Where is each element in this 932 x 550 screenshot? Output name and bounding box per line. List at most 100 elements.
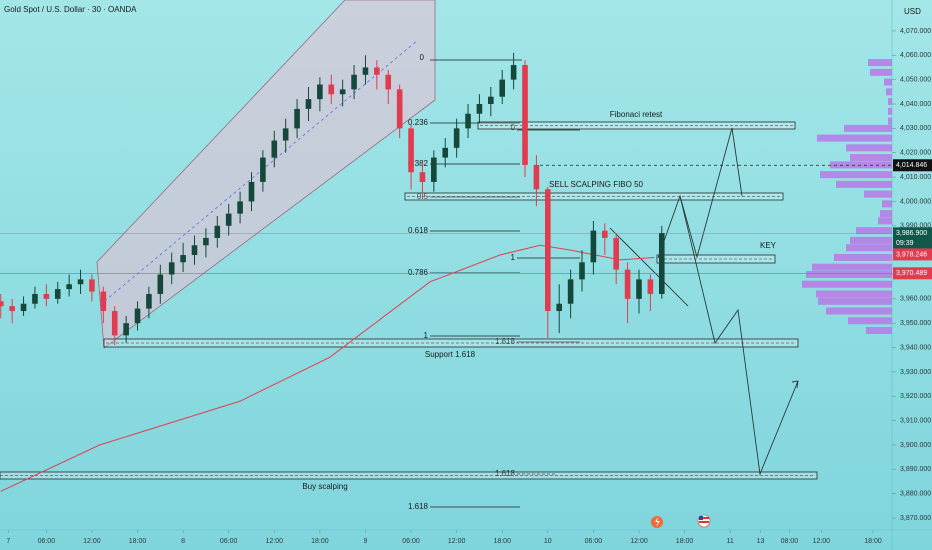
profile-bar [864, 190, 892, 198]
x-tick-label: 12:00 [630, 538, 648, 545]
candle-body [465, 113, 471, 129]
candle-body [408, 128, 414, 173]
x-tick-label: 8 [181, 538, 185, 545]
zone-label: SELL SCALPING FIBO 50 [549, 180, 644, 189]
candle-body [339, 89, 346, 95]
candle-body [328, 84, 335, 95]
countdown: 09:39 [896, 240, 914, 247]
profile-bar [882, 200, 892, 208]
candle-body [54, 289, 61, 299]
candle-body [590, 230, 597, 263]
x-tick-label: 06:00 [38, 538, 56, 545]
y-tick-label: 3,940.000 [900, 344, 931, 351]
candle-body [579, 262, 585, 280]
zones: Fibonaci retest SELL SCALPING FIBO 50 KE… [0, 110, 818, 491]
x-tick-label: 10 [544, 538, 552, 545]
profile-bar [870, 68, 892, 76]
y-tick-label: 3,900.000 [900, 442, 931, 449]
x-tick-label: 12:00 [448, 538, 466, 545]
x-tick-label: 18:00 [311, 538, 329, 545]
y-tick-label: 4,050.000 [900, 76, 931, 83]
candle-body [237, 201, 243, 214]
zone-label: Support 1.618 [425, 350, 476, 359]
x-tick-label: 06:00 [220, 538, 238, 545]
profile-bar [856, 227, 892, 235]
candle-body [647, 279, 654, 294]
candle-body [89, 279, 95, 292]
profile-bar [844, 124, 892, 132]
candle-body [476, 104, 483, 114]
fib-label: 1 [511, 253, 516, 262]
candle-body [533, 164, 540, 190]
profile-bar [886, 88, 892, 96]
candle-body [146, 293, 152, 309]
x-tick-label: 12:00 [266, 538, 284, 545]
profile-bar [880, 210, 892, 218]
candle-body [203, 237, 209, 246]
candle-body [305, 99, 312, 109]
candle-body [567, 279, 574, 304]
fib-label: 1 [424, 331, 429, 340]
candle-body [32, 293, 38, 304]
x-tick-label: 11 [727, 538, 734, 545]
y-tick-label: 4,060.000 [900, 52, 931, 59]
fib-label: 1.618 [495, 469, 516, 478]
candle-body [180, 255, 186, 263]
currency: USD [904, 7, 921, 16]
y-tick-label: 4,000.000 [900, 198, 931, 205]
x-tick-label: 06:00 [402, 538, 420, 545]
profile-bar [812, 263, 892, 271]
profile-bar [866, 327, 892, 335]
zone-box [0, 471, 818, 480]
candle-body [658, 233, 665, 294]
y-tick-label: 4,030.000 [900, 125, 931, 132]
profile-bar [878, 217, 892, 225]
y-tick-label: 3,950.000 [900, 320, 931, 327]
fib-label: 1.618 [408, 502, 429, 511]
arrow-head [791, 380, 799, 389]
y-tick-label: 4,070.000 [900, 28, 931, 35]
profile-bar [850, 154, 892, 162]
candle-body [613, 237, 619, 270]
candle-body [43, 293, 50, 299]
fib-label: 0 [511, 123, 516, 132]
x-tick-label: 08:00 [781, 538, 799, 545]
profile-bar [816, 290, 892, 298]
candle-body [100, 291, 107, 312]
fib-label: 0.236 [408, 118, 429, 127]
candle-body [601, 230, 608, 238]
y-tick-label: 3,920.000 [900, 393, 931, 400]
candle-body [134, 308, 141, 324]
candle-body [282, 128, 289, 141]
price-badge [893, 248, 932, 261]
candle-body [419, 172, 426, 182]
price-badge-label: 3,970.489 [896, 270, 927, 277]
x-tick-label: 9 [364, 538, 368, 545]
profile-bar [850, 236, 892, 244]
x-tick-label: 18:00 [493, 538, 511, 545]
profile-bar [834, 253, 892, 261]
profile-bar [888, 98, 892, 106]
x-tick-label: 06:00 [585, 538, 603, 545]
candle-body [374, 67, 380, 75]
price-badge [893, 267, 932, 280]
projection-path [679, 195, 799, 476]
trendline [609, 227, 689, 307]
candle-body [157, 274, 164, 294]
price-badge-label: 3,986.900 [896, 230, 927, 237]
x-tick-label: 12:00 [813, 538, 831, 545]
fib-label: 0.618 [408, 226, 429, 235]
candle-body [248, 181, 255, 202]
candle-body [431, 157, 437, 182]
profile-bar [884, 78, 892, 86]
candle-body [214, 225, 221, 238]
candle-body [77, 279, 84, 285]
event-icon-glyph [655, 517, 660, 527]
flag-stripe [699, 521, 709, 523]
candle-body [442, 147, 449, 158]
price-badge-label: 3,978.246 [896, 251, 927, 258]
chart-title: Gold Spot / U.S. Dollar · 30 · OANDA [4, 5, 137, 14]
candle-body [545, 189, 551, 312]
candle-body [385, 74, 392, 90]
candle-body [271, 140, 278, 158]
